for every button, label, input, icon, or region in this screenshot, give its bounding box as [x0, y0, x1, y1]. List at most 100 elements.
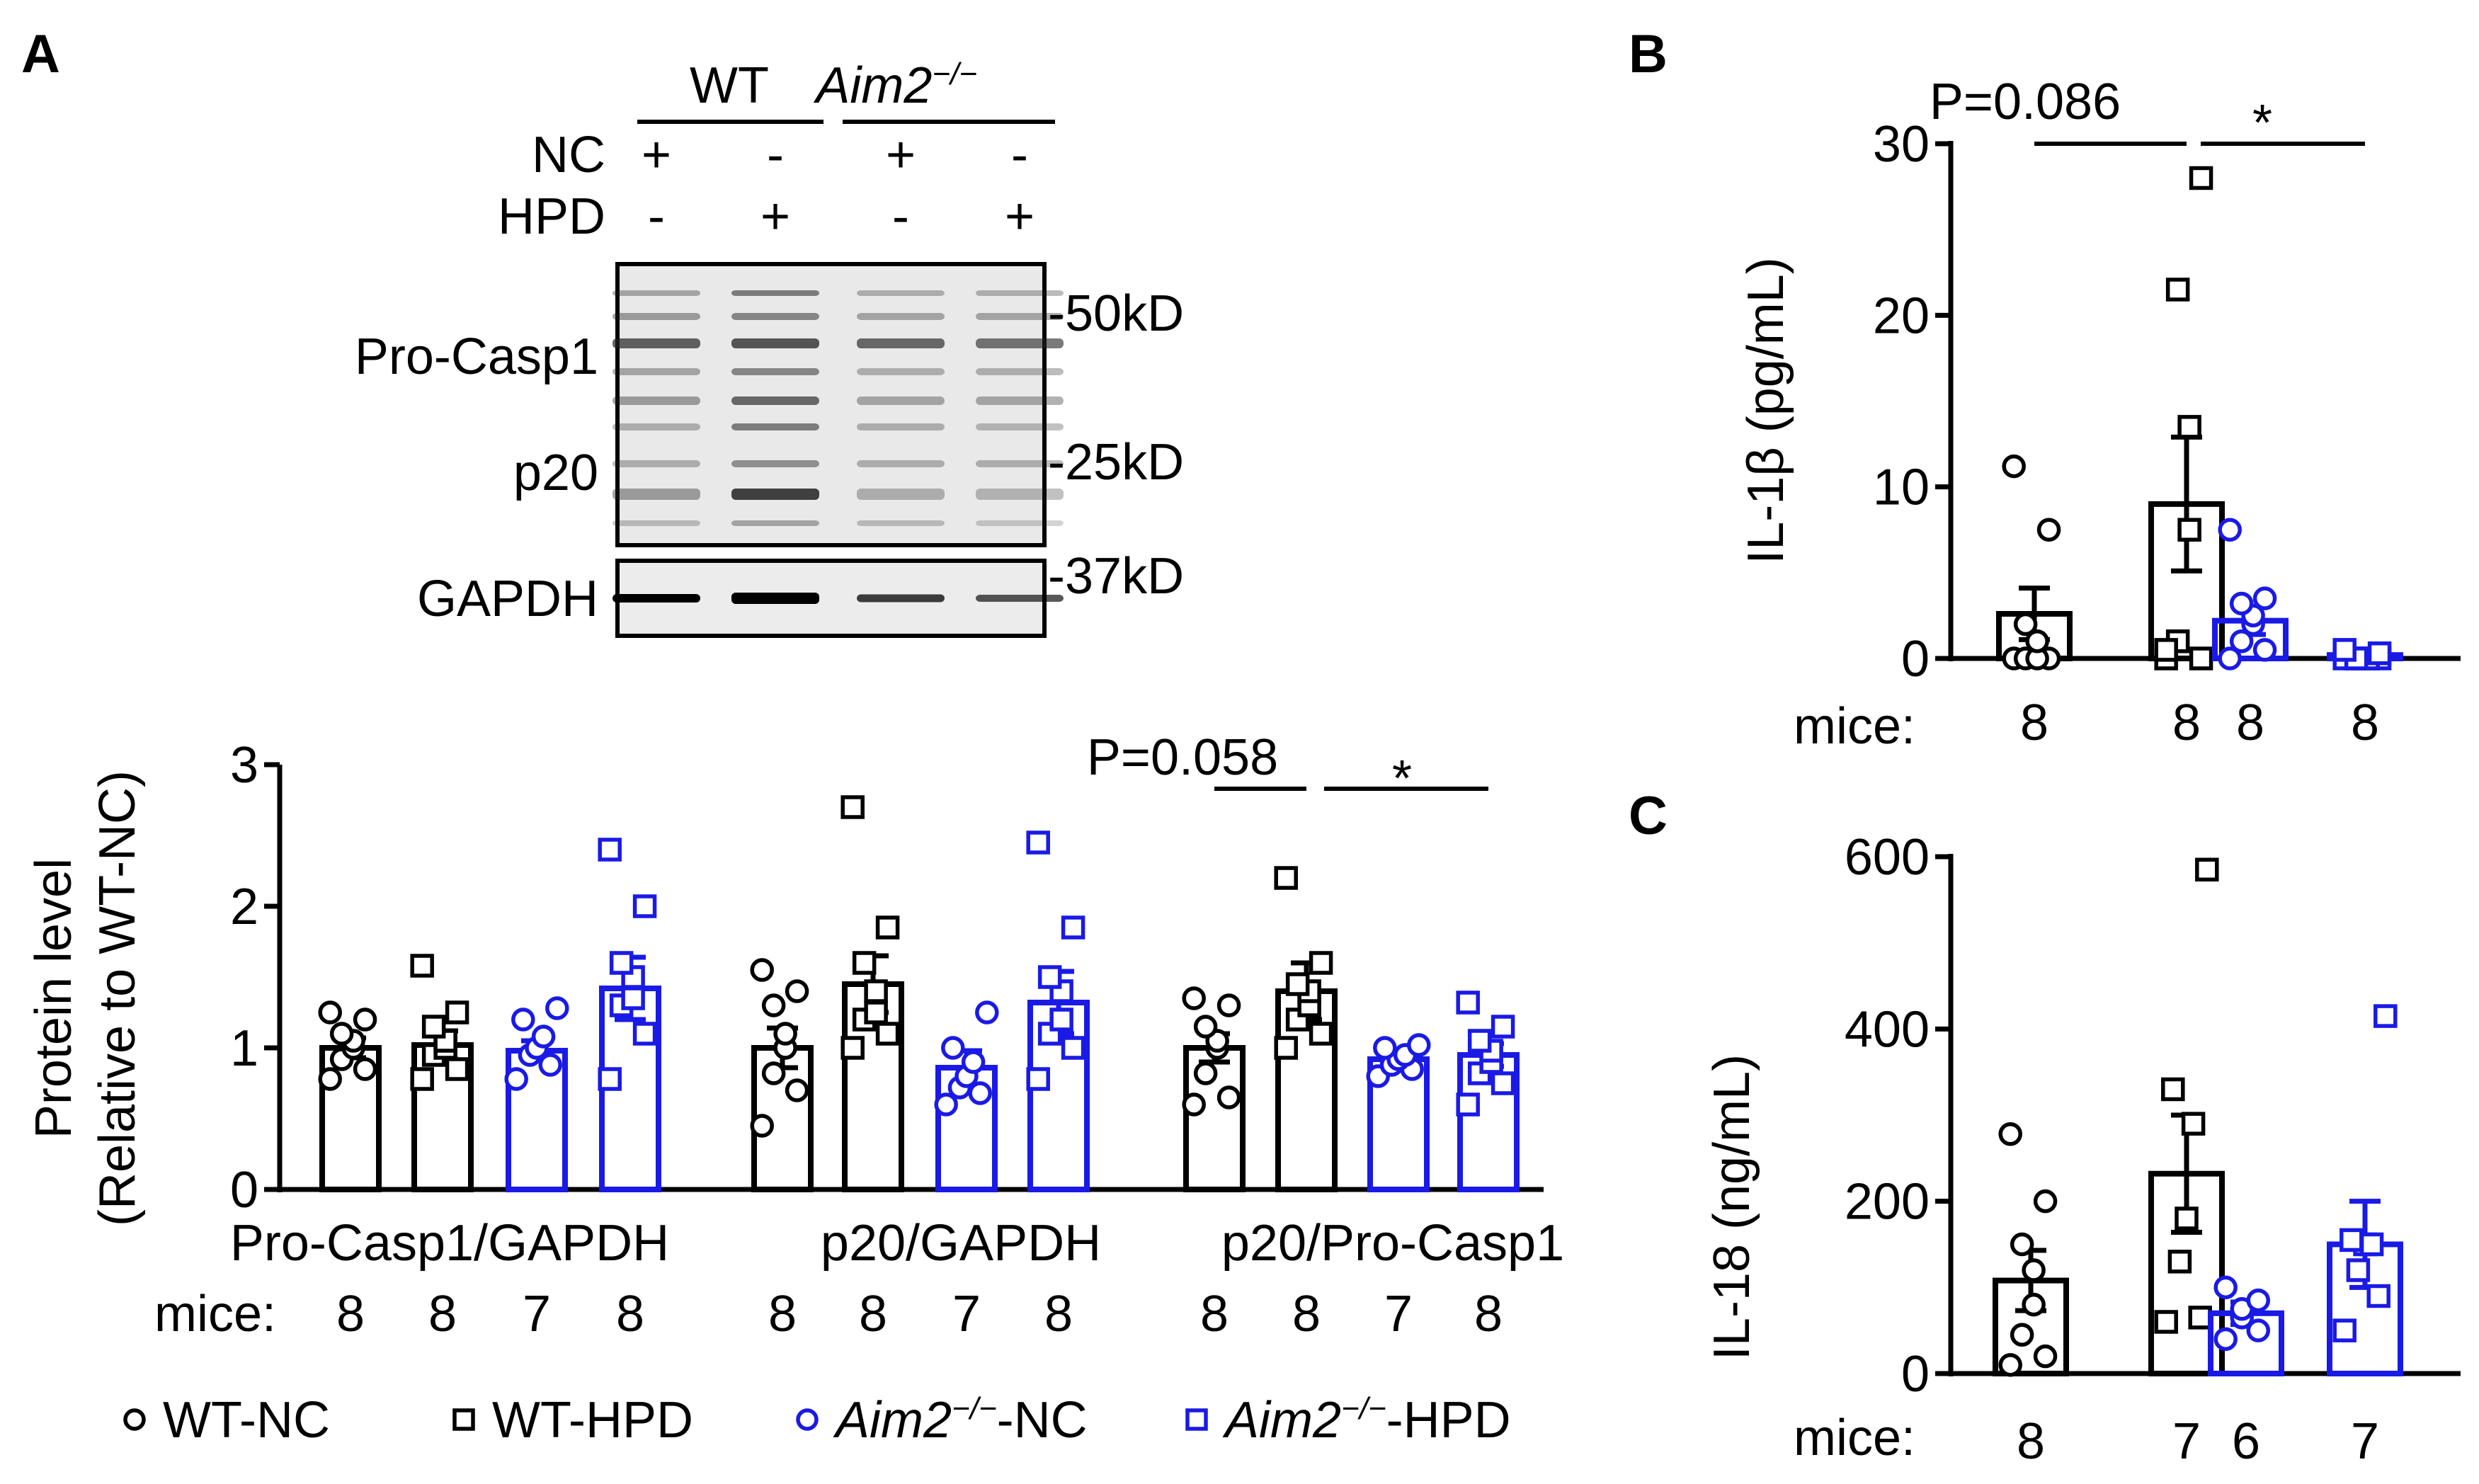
blot-row-hpd: HPD [498, 188, 605, 245]
panel-a-mice-2: 7 [523, 1286, 551, 1342]
panel-a-bar-9-point-0 [1274, 1036, 1298, 1060]
panel-b-bar-1-point-6 [2189, 166, 2213, 190]
panel-b-mice-2: 8 [2236, 695, 2264, 751]
panel-a-mice-5: 8 [859, 1286, 887, 1342]
panel-c-bar-1-point-3 [2175, 1206, 2199, 1231]
panel-b-bar-1-point-5 [2165, 278, 2190, 302]
panel-a-bar-5-point-4 [864, 979, 888, 1003]
panel-a-mice-6: 7 [952, 1286, 981, 1342]
panel-a-bar-6-point-1 [968, 1081, 992, 1105]
panel-c-bar-3-point-6 [2373, 1004, 2398, 1028]
band-0-0 [612, 290, 700, 296]
band-0-3 [976, 290, 1064, 296]
hpd-sign-1: + [760, 188, 790, 245]
blot-row-nc: NC [532, 127, 605, 183]
panel-a-bar-10-point-6 [1407, 1033, 1431, 1057]
panel-a-y-tick-label-3: 3 [230, 737, 258, 794]
panel-a-bar-2-point-1 [538, 1053, 562, 1077]
band-1-1 [731, 313, 819, 320]
panel-a-mice-8: 8 [1200, 1286, 1229, 1342]
marker-37kd: -37kD [1048, 548, 1184, 605]
panel-a-bar-3-point-5 [609, 951, 634, 975]
band-3-0 [612, 368, 700, 375]
panel-c-y-tick-label-3: 600 [1845, 829, 1930, 886]
band-1-0 [612, 313, 700, 320]
band-1-3 [976, 313, 1064, 320]
panel-c-bar-0-point-7 [1998, 1122, 2022, 1146]
panel-a-bar-1-point-7 [410, 954, 434, 978]
panel-a-bar-10-point-5 [1373, 1036, 1397, 1060]
blot-bands [612, 290, 1064, 526]
panel-a-bar-3-point-3 [621, 986, 645, 1010]
panel-a-bar-4-point-0 [750, 1114, 774, 1138]
gapdh-band-1 [731, 593, 819, 604]
panel-a-bar-7-point-7 [1026, 831, 1050, 855]
panel-a-group-label-2: p20/Pro-Casp1 [1221, 1215, 1564, 1272]
panel-a-bar-4-point-6 [785, 979, 809, 1003]
panel-a-bar-9-point-7 [1274, 866, 1298, 890]
panel-a-bar-5-point-6 [875, 915, 900, 940]
panel-a-bar-6-point-6 [975, 1000, 999, 1024]
panel-a-bar-6-point-4 [961, 1050, 986, 1074]
panel-b-mice-0: 8 [2020, 695, 2048, 751]
band-label-p20: p20 [513, 445, 598, 501]
panel-a-bar-0-point-5 [329, 1022, 354, 1046]
blot-header-wt: WT [690, 57, 769, 114]
panel-a-bar-1-point-6 [445, 1000, 469, 1024]
gapdh-band-3 [976, 595, 1064, 602]
band-1-2 [857, 313, 945, 320]
panel-c-mice-3: 7 [2351, 1413, 2379, 1470]
band-5-2 [857, 423, 945, 430]
panel-b-sig-text-1: * [2252, 95, 2272, 152]
panel-a-chart: Protein level (Relative to WT-NC) 0 1 2 3 8 8… [25, 729, 1564, 1342]
panel-c-bar-0-point-2 [2010, 1323, 2034, 1347]
band-4-1 [731, 396, 819, 405]
panel-c-bar-0-point-6 [2033, 1189, 2058, 1214]
panel-c-bar-2-point-1 [2246, 1318, 2271, 1342]
band-8-3 [976, 520, 1064, 526]
panel-a-mice-0: 8 [336, 1286, 365, 1342]
panel-b-mice-label: mice: [1794, 698, 1915, 755]
panel-a-bar-2-point-4 [531, 1024, 556, 1049]
panel-c-y-tick-label-2: 400 [1845, 1001, 1930, 1058]
panel-c-y-tick-label-0: 0 [1901, 1346, 1930, 1403]
panel-c-bar-1-point-6 [2195, 857, 2219, 881]
panel-a-bar-1-point-0 [410, 1067, 434, 1091]
panel-b-y-tick-label-0: 0 [1901, 631, 1930, 687]
panel-a-bar-3-point-6 [632, 894, 657, 918]
panel-c-bar-3-point-0 [2332, 1318, 2357, 1342]
panel-b-y-tick-label-2: 20 [1873, 287, 1930, 344]
panel-a-sig-text-1: * [1392, 750, 1412, 807]
panel-a-mice-9: 8 [1292, 1286, 1321, 1342]
band-3-3 [976, 368, 1064, 375]
panel-c-bar-3-point-5 [2340, 1228, 2364, 1252]
panel-c-bar-3-point-4 [2359, 1232, 2384, 1257]
nc-sign-0: + [642, 127, 671, 183]
panel-a-bar-11-point-6 [1491, 1015, 1515, 1039]
panel-c-bar-0-point-5 [2010, 1232, 2034, 1257]
panel-b-y-tick-label-1: 10 [1873, 460, 1930, 516]
panel-a-mice-label: mice: [154, 1286, 276, 1342]
panel-c-bar-1-point-5 [2161, 1077, 2185, 1102]
panel-a-bar-3-point-7 [598, 838, 622, 862]
panel-a-bar-8-point-1 [1216, 1085, 1241, 1109]
panel-a-bar-3-point-1 [632, 1022, 657, 1046]
panel-b-bar-2-point-0 [2218, 646, 2242, 670]
hpd-sign-3: + [1005, 188, 1035, 245]
band-label-pro-casp1: Pro-Casp1 [355, 329, 598, 385]
panel-a-bar-0-point-7 [318, 1000, 342, 1024]
nc-sign-3: - [1011, 127, 1028, 183]
panel-a-sig-text-0: P=0.058 [1087, 729, 1278, 786]
band-4-0 [612, 396, 700, 405]
panel-c-bar-3-point-1 [2366, 1284, 2390, 1308]
legend: WT-NC WT-HPD Aim2−/−-NC Aim2−/−-HPD [123, 1391, 1511, 1449]
panel-a-bar-7-point-3 [1049, 1008, 1073, 1032]
panel-a-bar-1-point-5 [421, 1015, 446, 1039]
panel-a-bar-8-point-7 [1182, 986, 1206, 1010]
panel-c-bar-2-point-4 [2246, 1288, 2271, 1313]
panel-b-sig-text-0: P=0.086 [1930, 74, 2121, 130]
band-6-3 [976, 460, 1064, 467]
panel-c-bar-0-point-0 [1998, 1353, 2022, 1377]
